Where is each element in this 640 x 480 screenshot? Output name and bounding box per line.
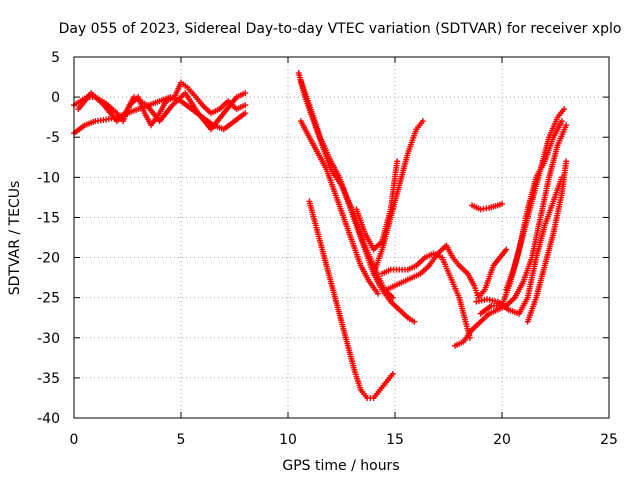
data-point	[558, 118, 565, 125]
data-point	[419, 118, 426, 125]
y-tick-label: -30	[37, 331, 60, 347]
data-point	[563, 122, 570, 129]
series-seg7	[306, 198, 396, 401]
grid	[74, 57, 609, 418]
data-point	[242, 110, 249, 117]
x-tick-label: 25	[600, 432, 618, 448]
y-tick-label: -25	[37, 291, 60, 307]
x-tick-label: 20	[493, 432, 511, 448]
chart-title: Day 055 of 2023, Sidereal Day-to-day VTE…	[59, 21, 622, 37]
series-seg11	[383, 242, 510, 301]
plot-frame	[73, 56, 610, 419]
y-tick-label: -15	[37, 210, 60, 226]
x-tick-label: 0	[70, 432, 79, 448]
series-seg3	[75, 90, 249, 133]
data-points	[71, 70, 570, 401]
data-point	[389, 370, 396, 377]
data-point	[499, 200, 505, 207]
y-tick-label: -20	[37, 251, 60, 267]
y-tick-label: 0	[51, 90, 60, 106]
y-tick-label: -10	[37, 170, 60, 186]
series-seg17	[524, 158, 570, 325]
x-tick-label: 5	[177, 432, 186, 448]
data-point	[561, 106, 568, 113]
x-tick-label: 15	[386, 432, 404, 448]
series-seg9	[370, 118, 426, 277]
y-tick-label: -40	[37, 411, 60, 427]
x-axis-title: GPS time / hours	[282, 458, 399, 474]
y-tick-labels: 5 0 -5 -10 -15 -20 -25 -30 -35 -40	[37, 50, 60, 427]
series-seg10	[379, 250, 473, 341]
y-tick-label: -35	[37, 371, 60, 387]
series-seg5	[297, 78, 418, 325]
series-seg13	[451, 122, 570, 349]
data-point	[242, 102, 249, 109]
series-seg12	[469, 200, 505, 213]
y-tick-label: 5	[51, 50, 60, 66]
data-point	[374, 290, 381, 297]
x-tick-labels: 0 5 10 15 20 25	[70, 432, 618, 448]
data-point	[394, 158, 401, 165]
data-point	[503, 246, 510, 253]
data-point	[563, 158, 570, 165]
x-tick-label: 10	[279, 432, 297, 448]
series-seg6	[297, 118, 381, 297]
data-point	[411, 318, 418, 325]
y-axis-title: SDTVAR / TECUs	[7, 181, 23, 296]
series-seg16	[503, 106, 568, 293]
y-tick-label: -5	[46, 130, 60, 146]
data-point	[242, 90, 249, 97]
